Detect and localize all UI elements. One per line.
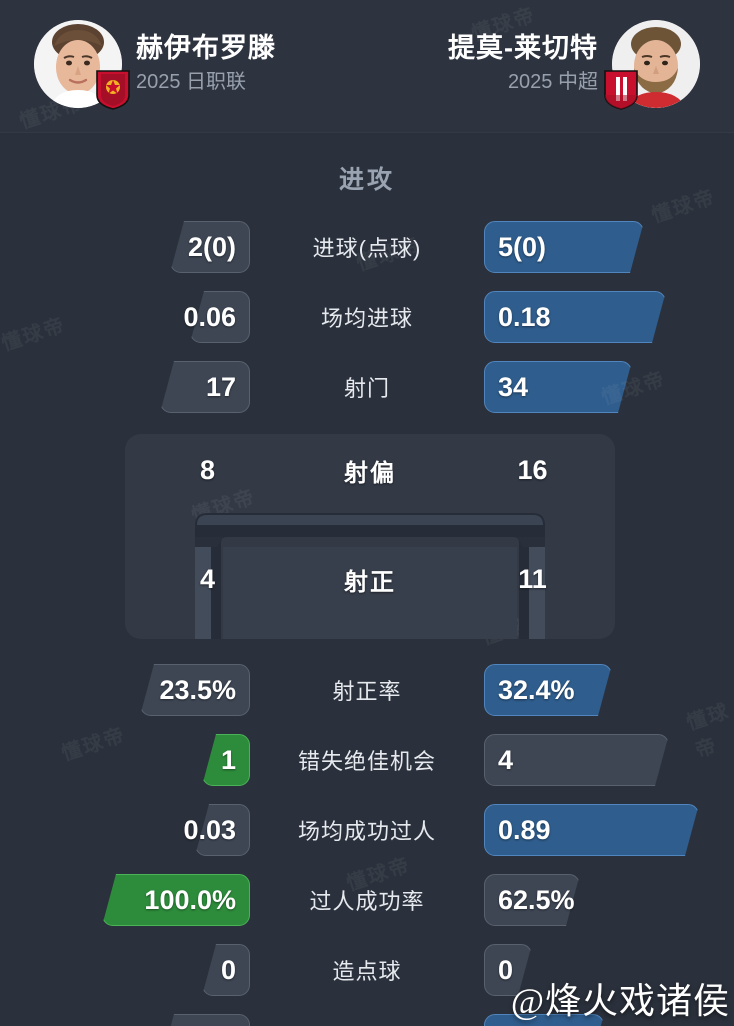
- stat-left-side: 23.5%: [0, 664, 250, 716]
- stat-left-side: 0.06: [0, 291, 250, 343]
- section-title: 进攻: [0, 160, 734, 196]
- stat-right-value: 0.18: [498, 291, 551, 343]
- stat-row: 0.03 场均成功过人 0.89: [0, 795, 734, 865]
- stat-left-value: 17: [206, 361, 236, 413]
- on-target-right-value: 11: [450, 564, 615, 595]
- stat-label: 造点球: [250, 954, 484, 986]
- stat-label: 场均成功过人: [250, 814, 484, 846]
- off-target-label: 射偏: [290, 453, 450, 488]
- stat-right-side: 0.18: [484, 291, 734, 343]
- left-player-name: 赫伊布罗滕: [136, 31, 276, 65]
- stat-left-side: 0.03: [0, 804, 250, 856]
- stat-left-value: 2(0): [188, 221, 236, 273]
- on-target-label: 射正: [290, 562, 450, 597]
- stat-left-side: %: [0, 1014, 250, 1026]
- right-player-card[interactable]: 提莫-莱切特 2025 中超: [434, 20, 700, 108]
- right-player-season: 2025 中超: [448, 67, 598, 97]
- right-player-text: 提莫-莱切特 2025 中超: [434, 31, 612, 97]
- right-club-crest-icon: [604, 70, 638, 110]
- stat-left-value: 0.06: [183, 291, 236, 343]
- right-player-name: 提莫-莱切特: [448, 31, 598, 65]
- stat-left-value: 0.03: [183, 804, 236, 856]
- on-target-row: 4 射正 11: [125, 549, 615, 609]
- stat-left-side: 1: [0, 734, 250, 786]
- stat-right-value: 32.4%: [498, 664, 575, 716]
- stat-label: 过人成功率: [250, 884, 484, 916]
- stat-left-value: 23.5%: [159, 664, 236, 716]
- on-target-left-value: 4: [125, 564, 290, 595]
- author-signature: @烽火戏诸侯: [511, 972, 730, 1024]
- stat-label: 错失绝佳机会: [250, 744, 484, 776]
- stat-right-side: 0.89: [484, 804, 734, 856]
- left-player-avatar-wrap: [34, 20, 122, 108]
- stat-right-value: 34: [498, 361, 528, 413]
- right-player-avatar-wrap: [612, 20, 700, 108]
- stats-list-bottom: 23.5% 射正率 32.4% 1 错失绝佳机会 4 0.03 场均成功过人 0.89 100.0…: [0, 655, 734, 1026]
- stat-row: 23.5% 射正率 32.4%: [0, 655, 734, 725]
- left-club-crest-icon: [96, 70, 130, 110]
- stat-row: 100.0% 过人成功率 62.5%: [0, 865, 734, 935]
- left-player-season: 2025 日职联: [136, 67, 276, 97]
- stat-right-value: 5(0): [498, 221, 546, 273]
- stat-left-side: 17: [0, 361, 250, 413]
- stat-left-value: 100.0%: [144, 874, 236, 926]
- stat-right-side: 4: [484, 734, 734, 786]
- stat-left-value: 1: [221, 734, 236, 786]
- stat-right-value: 62.5%: [498, 874, 575, 926]
- stat-right-side: 5(0): [484, 221, 734, 273]
- off-target-row: 8 射偏 16: [125, 434, 615, 506]
- stat-label: 进球(点球): [250, 231, 484, 263]
- stat-left-value: 0: [221, 944, 236, 996]
- off-target-right-value: 16: [450, 455, 615, 486]
- stat-right-side: 34: [484, 361, 734, 413]
- stat-row: 17 射门 34: [0, 352, 734, 422]
- left-player-text: 赫伊布罗滕 2025 日职联: [122, 31, 290, 97]
- stat-right-side: 32.4%: [484, 664, 734, 716]
- stat-row: 1 错失绝佳机会 4: [0, 725, 734, 795]
- left-player-card[interactable]: 赫伊布罗滕 2025 日职联: [34, 20, 290, 108]
- stat-left-value: %: [212, 1014, 236, 1026]
- stat-left-bar: [160, 1014, 250, 1026]
- stat-label: 射正率: [250, 674, 484, 706]
- players-header: 赫伊布罗滕 2025 日职联: [0, 0, 734, 133]
- stat-left-side: 0: [0, 944, 250, 996]
- stat-left-side: 100.0%: [0, 874, 250, 926]
- stats-list-top: 2(0) 进球(点球) 5(0) 0.06 场均进球 0.18 17 射门 34: [0, 212, 734, 422]
- player-comparison-page: 赫伊布罗滕 2025 日职联: [0, 0, 734, 1026]
- stat-right-side: 62.5%: [484, 874, 734, 926]
- off-target-left-value: 8: [125, 455, 290, 486]
- stat-row: 2(0) 进球(点球) 5(0): [0, 212, 734, 282]
- stat-right-value: 0.89: [498, 804, 551, 856]
- stat-right-value: 4: [498, 734, 513, 786]
- stat-label: 射门: [250, 371, 484, 403]
- stat-left-side: 2(0): [0, 221, 250, 273]
- goal-stats-panel: 8 射偏 16 4 射正 11: [125, 434, 615, 639]
- stat-label: 场均进球: [250, 301, 484, 333]
- stat-row: 0.06 场均进球 0.18: [0, 282, 734, 352]
